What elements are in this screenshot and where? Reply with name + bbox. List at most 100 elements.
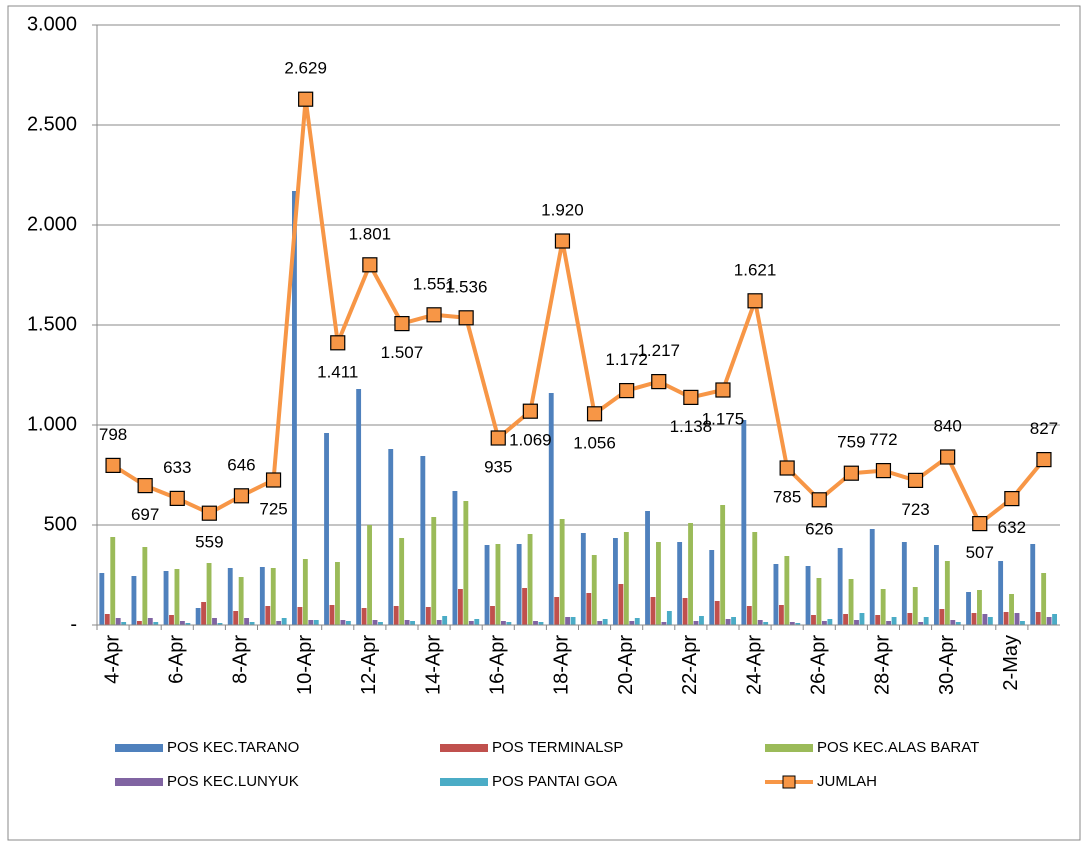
bar xyxy=(142,547,148,625)
line-marker xyxy=(265,472,282,488)
x-tick-label: 24-Apr xyxy=(743,635,765,695)
bar xyxy=(399,538,405,625)
legend-swatch xyxy=(440,744,488,752)
bar xyxy=(527,534,533,625)
bar xyxy=(99,573,105,625)
bar xyxy=(259,567,265,625)
chart-border xyxy=(7,5,1081,841)
data-label: 626 xyxy=(805,519,833,538)
bar xyxy=(859,613,865,625)
bar xyxy=(666,611,672,625)
legend-label: POS TERMINALSP xyxy=(492,739,623,756)
bar xyxy=(292,191,297,625)
bar xyxy=(789,622,795,625)
line-marker xyxy=(362,257,378,273)
legend-label: POS KEC.ALAS BARAT xyxy=(817,739,979,756)
line-marker xyxy=(747,293,763,309)
bar xyxy=(955,622,961,625)
bar xyxy=(169,615,174,625)
data-label: 632 xyxy=(998,518,1026,537)
legend-swatch xyxy=(115,744,163,752)
bar xyxy=(212,618,217,625)
bar xyxy=(378,622,383,625)
bar xyxy=(918,622,924,625)
bar xyxy=(506,622,512,625)
bar xyxy=(324,433,329,625)
bar xyxy=(827,619,833,625)
line-marker xyxy=(169,490,185,506)
bar xyxy=(179,621,185,625)
bar xyxy=(1052,614,1057,625)
x-tick-label: 16-Apr xyxy=(487,635,509,695)
bar xyxy=(725,619,731,625)
line-marker xyxy=(715,382,731,398)
line-marker xyxy=(619,383,635,399)
bar xyxy=(869,529,875,625)
x-tick-label: 14-Apr xyxy=(422,635,444,695)
data-label: 840 xyxy=(933,416,961,435)
bar xyxy=(757,620,763,625)
bar xyxy=(147,618,153,625)
bar xyxy=(714,601,720,625)
bar xyxy=(104,614,110,625)
bar xyxy=(495,544,501,625)
bar xyxy=(699,616,704,625)
bar xyxy=(163,571,169,625)
bar xyxy=(244,618,250,625)
bar xyxy=(618,584,624,625)
x-tick-label: 20-Apr xyxy=(615,635,637,695)
bar xyxy=(345,621,351,625)
data-label: 559 xyxy=(195,533,223,552)
bar xyxy=(848,579,854,625)
line-marker xyxy=(940,449,956,465)
bar xyxy=(731,617,736,625)
bar xyxy=(939,609,945,625)
data-label: 1.801 xyxy=(349,224,392,243)
bar xyxy=(136,621,142,625)
bar xyxy=(982,614,988,625)
bar xyxy=(580,533,586,625)
bar xyxy=(752,532,758,625)
data-label: 507 xyxy=(966,543,994,562)
bar xyxy=(634,618,640,625)
bar xyxy=(404,620,410,625)
bar xyxy=(720,505,726,625)
bar xyxy=(533,621,538,625)
bar xyxy=(522,588,528,625)
bar xyxy=(281,618,287,625)
data-label: 725 xyxy=(259,499,287,518)
line-marker xyxy=(683,389,699,405)
data-label: 1.507 xyxy=(381,343,424,362)
bar xyxy=(805,566,811,625)
bar xyxy=(656,542,661,625)
x-tick-label: 28-Apr xyxy=(872,635,894,695)
line-marker xyxy=(426,307,442,323)
bar xyxy=(682,598,688,625)
bar xyxy=(270,568,276,625)
bar xyxy=(1035,612,1041,625)
line-marker xyxy=(233,488,250,504)
line-marker xyxy=(298,91,314,107)
data-label: 1.536 xyxy=(445,277,488,296)
bar xyxy=(816,578,822,625)
bar xyxy=(650,597,656,625)
legend-label: POS PANTAI GOA xyxy=(492,773,617,790)
bar xyxy=(457,589,463,625)
bar xyxy=(238,577,244,625)
line-marker xyxy=(811,492,827,508)
x-tick-label: 4-Apr xyxy=(101,635,123,684)
line-marker xyxy=(330,335,346,351)
bar xyxy=(185,623,191,625)
bar xyxy=(559,519,565,625)
line-marker xyxy=(105,457,121,473)
line-marker xyxy=(843,465,859,481)
bar xyxy=(901,542,907,625)
data-label: 1.175 xyxy=(702,409,745,428)
legend-swatch xyxy=(765,744,813,752)
bar xyxy=(875,615,881,625)
bar xyxy=(302,559,308,625)
bar xyxy=(688,523,693,625)
bar xyxy=(891,617,897,625)
x-tick-label: 12-Apr xyxy=(358,635,380,695)
